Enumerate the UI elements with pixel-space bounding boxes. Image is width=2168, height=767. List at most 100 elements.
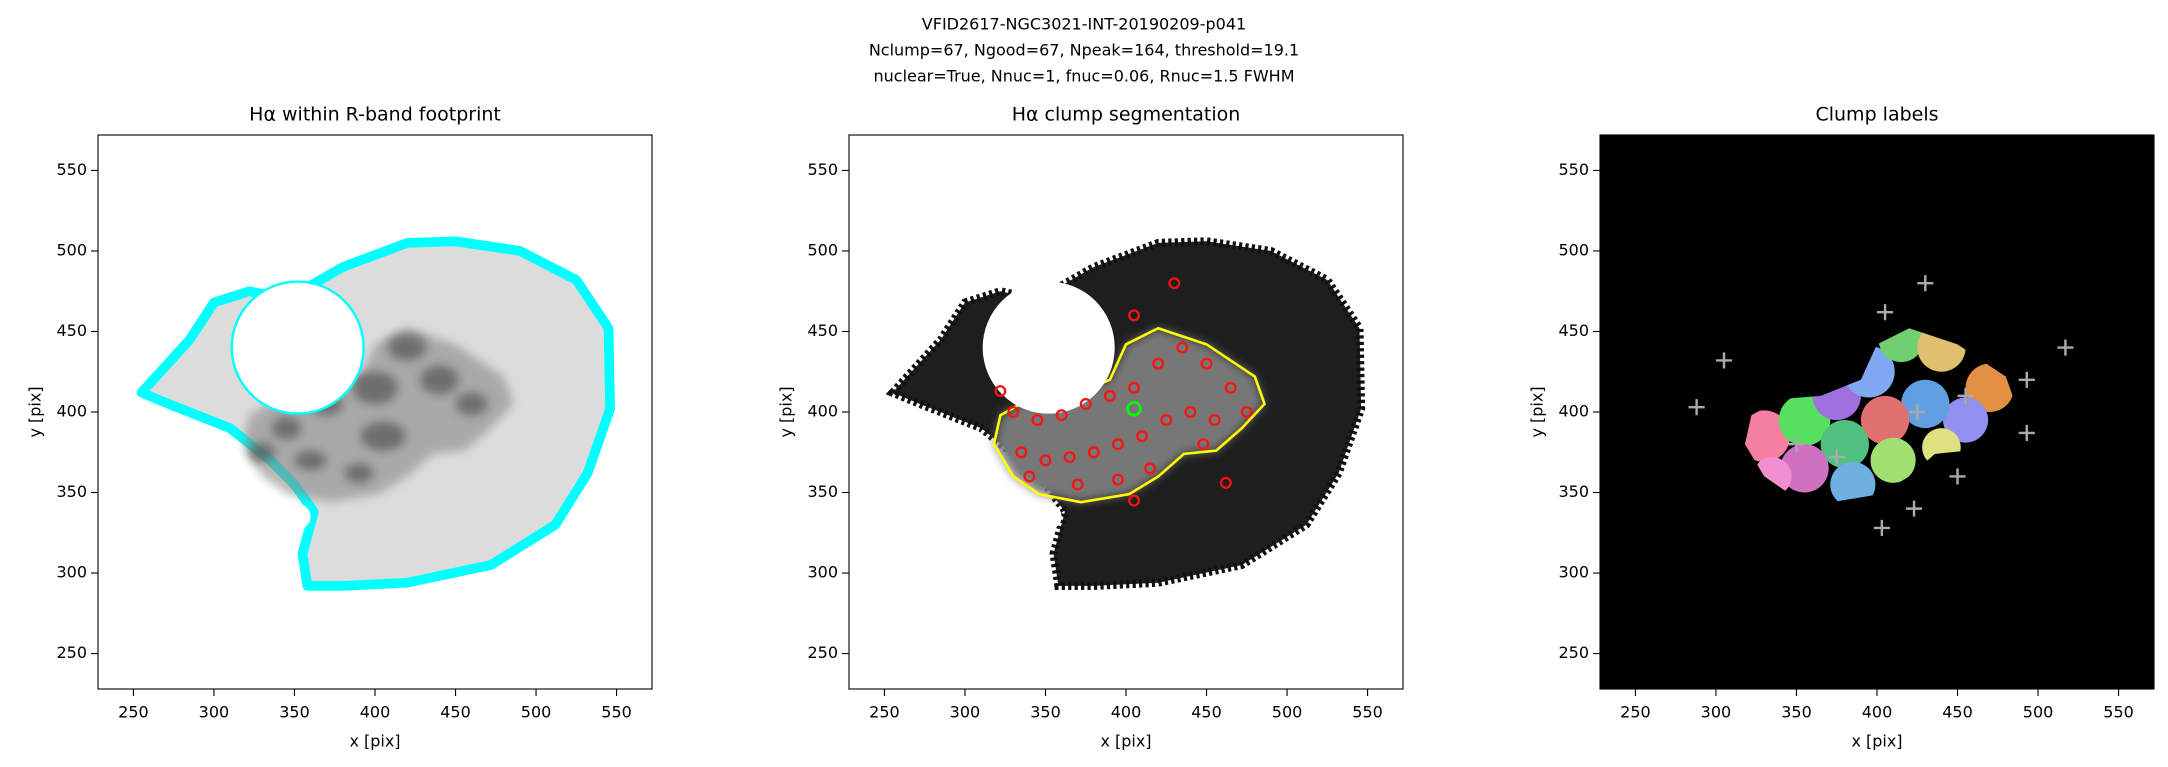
image-shape [1152, 357, 1165, 370]
image-shape [1820, 420, 1869, 469]
image-shape [1160, 414, 1173, 427]
image-panel [1600, 135, 2154, 689]
axes-title: Hα clump segmentation [1012, 104, 1241, 126]
x-tick-label: 450 [1942, 703, 1973, 722]
x-tick-label: 450 [440, 703, 471, 722]
y-axis-label: y [pix] [1528, 386, 1547, 437]
image-panel [892, 241, 1361, 586]
image-shape [1031, 414, 1044, 427]
y-tick-label: 350 [1558, 482, 1589, 501]
image-panel [141, 241, 610, 586]
x-tick-label: 350 [1030, 703, 1061, 722]
x-tick-label: 400 [1111, 703, 1142, 722]
x-tick-label: 450 [1191, 703, 1222, 722]
y-tick-label: 450 [807, 321, 838, 340]
x-tick-label: 300 [1701, 703, 1732, 722]
x-tick-label: 300 [950, 703, 981, 722]
image-shape [1071, 478, 1084, 491]
x-tick-label: 500 [1272, 703, 1303, 722]
image-shape [1943, 397, 1989, 443]
image-shape [1136, 430, 1149, 443]
y-axis-label: y [pix] [777, 386, 796, 437]
image-shape [1023, 470, 1036, 483]
image-shape [1600, 135, 2154, 689]
y-axis-label: y [pix] [26, 386, 45, 437]
axes-title: Hα within R-band footprint [249, 104, 501, 126]
x-tick-label: 250 [1620, 703, 1651, 722]
x-tick-label: 250 [118, 703, 149, 722]
y-tick-label: 300 [1558, 563, 1589, 582]
x-axis-label: x [pix] [1851, 732, 1902, 751]
x-tick-label: 500 [521, 703, 552, 722]
y-tick-label: 350 [807, 482, 838, 501]
image-shape [1007, 406, 1020, 418]
image-shape [1087, 446, 1100, 459]
suptitle: VFID2617-NGC3021-INT-20190209-p041 [922, 15, 1246, 34]
image-shape [1168, 277, 1181, 290]
suptitle: Nclump=67, Ngood=67, Npeak=164, threshol… [869, 41, 1299, 60]
x-tick-label: 350 [1781, 703, 1812, 722]
image-shape [1860, 395, 1910, 445]
image-shape [1224, 381, 1237, 394]
x-tick-label: 500 [2023, 703, 2054, 722]
image-shape [1184, 406, 1197, 418]
y-tick-label: 350 [56, 482, 87, 501]
image-shape [1144, 462, 1157, 475]
y-tick-label: 250 [56, 643, 87, 662]
image-shape [1126, 401, 1142, 417]
image-shape [1965, 363, 2014, 412]
image-shape [1103, 389, 1116, 402]
image-shape [1901, 379, 1950, 429]
x-tick-label: 400 [360, 703, 391, 722]
image-shape [994, 277, 1253, 507]
x-tick-label: 300 [199, 703, 230, 722]
image-shape [1830, 461, 1876, 503]
image-shape [1015, 446, 1028, 459]
image-shape [1600, 135, 2154, 689]
x-tick-label: 250 [869, 703, 900, 722]
y-tick-label: 550 [807, 160, 838, 179]
y-tick-label: 450 [1558, 321, 1589, 340]
y-tick-label: 450 [56, 321, 87, 340]
suptitle: nuclear=True, Nnuc=1, fnuc=0.06, Rnuc=1.… [873, 67, 1294, 86]
image-shape [1208, 414, 1221, 427]
x-tick-label: 550 [1352, 703, 1383, 722]
image-shape [1128, 381, 1141, 394]
y-tick-label: 550 [56, 160, 87, 179]
image-shape [1111, 473, 1124, 486]
x-tick-label: 550 [2103, 703, 2134, 722]
image-shape [1128, 309, 1141, 322]
image-shape [1780, 444, 1829, 493]
image-shape [1688, 275, 2074, 537]
image-shape [1128, 494, 1141, 507]
y-tick-label: 400 [807, 402, 838, 421]
image-shape [1744, 410, 1791, 462]
image-shape [1079, 397, 1092, 410]
image-shape [1176, 341, 1189, 354]
y-tick-label: 300 [56, 563, 87, 582]
image-shape [1039, 454, 1052, 467]
image-shape [1111, 438, 1124, 451]
y-tick-label: 250 [807, 643, 838, 662]
image-shape [1688, 275, 2074, 537]
image-shape [1197, 438, 1210, 451]
image-shape [1219, 476, 1232, 489]
image-shape [1035, 503, 1062, 530]
image-shape [1063, 451, 1076, 464]
image-shape [982, 281, 1115, 414]
y-tick-label: 300 [807, 563, 838, 582]
image-shape [1055, 409, 1068, 422]
y-tick-label: 500 [56, 240, 87, 259]
image-shape [1200, 357, 1213, 370]
image-shape [1878, 328, 1924, 363]
image-shape [1870, 437, 1916, 483]
image-shape [892, 241, 1361, 586]
image-shape [994, 385, 1007, 398]
y-tick-label: 400 [56, 402, 87, 421]
y-tick-label: 250 [1558, 643, 1589, 662]
x-axis-label: x [pix] [1100, 732, 1151, 751]
y-tick-label: 400 [1558, 402, 1589, 421]
y-tick-label: 550 [1558, 160, 1589, 179]
y-tick-label: 500 [807, 240, 838, 259]
